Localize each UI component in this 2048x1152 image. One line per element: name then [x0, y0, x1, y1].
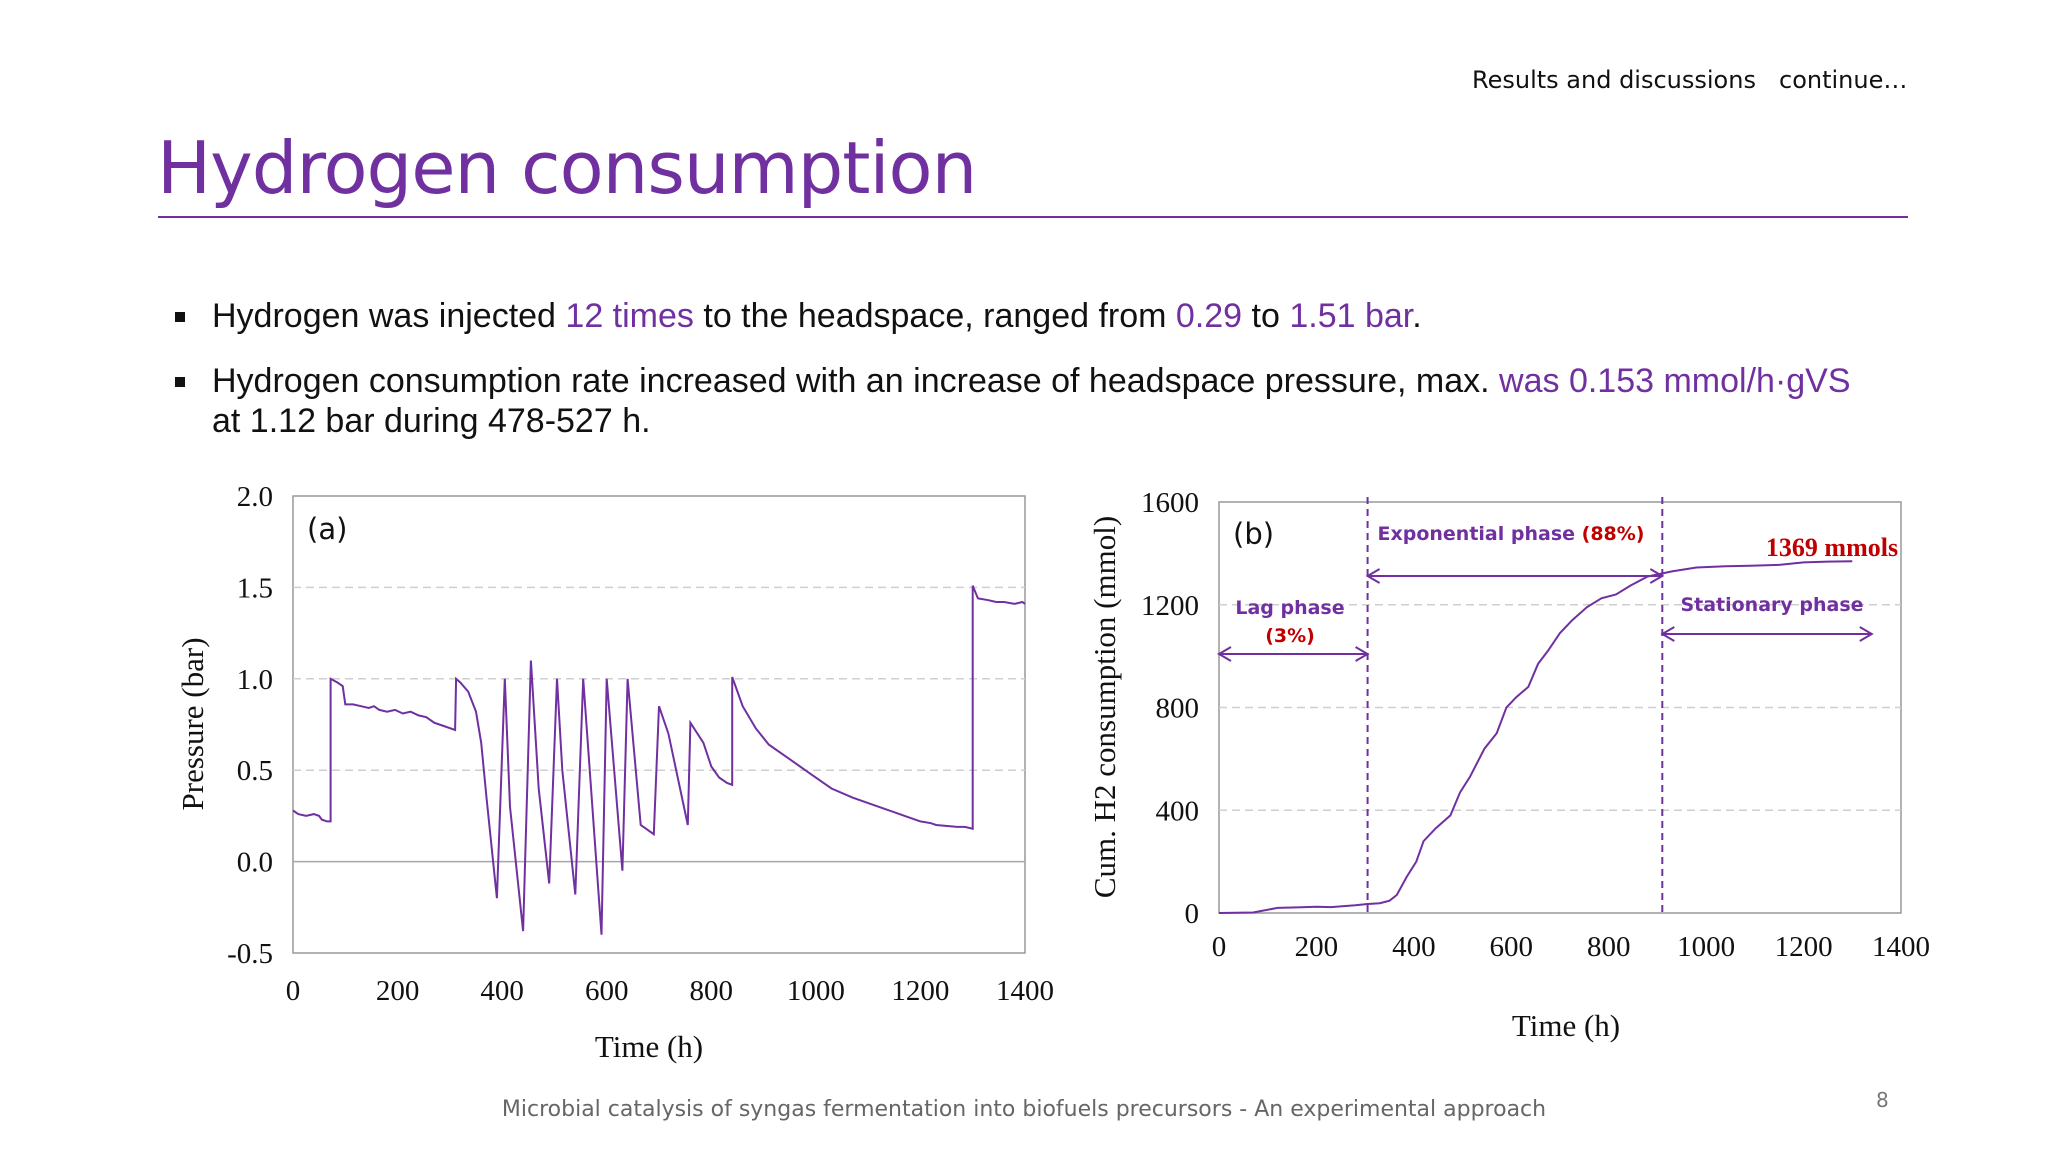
bullet-highlight: 12 times	[565, 297, 694, 335]
y-tick-label: 400	[1156, 795, 1200, 827]
cumulative-h2-chart: 0 400 800 1200 1600 0 200 400 600 800 1000 1200 140…	[1087, 487, 1930, 1043]
pressure-series-line	[292, 585, 1026, 935]
grid-lines	[1219, 604, 1901, 811]
bullet-text: to the headspace, ranged from	[693, 297, 1176, 335]
page-title: Hydrogen consumption	[157, 126, 977, 210]
stationary-phase-arrow	[1660, 626, 1874, 642]
bullet-text: to	[1242, 297, 1290, 335]
stationary-phase-label: Stationary phase	[1680, 594, 1863, 616]
grid-lines	[293, 586, 1025, 863]
square-bullet-icon	[175, 377, 185, 387]
x-tick-label: 800	[690, 975, 734, 1007]
final-value-label: 1369 mmols	[1766, 533, 1898, 562]
bullet-list: Hydrogen was injected 12 times to the he…	[175, 296, 1855, 466]
x-tick-label: 0	[1212, 931, 1227, 963]
x-tick-label: 400	[1392, 931, 1436, 963]
title-rule	[158, 216, 1908, 218]
y-tick-label: 800	[1156, 693, 1200, 725]
x-tick-label: 1000	[1677, 931, 1735, 963]
x-tick-label: 1400	[996, 975, 1054, 1007]
bullet-highlight: 0.29	[1175, 297, 1243, 335]
pressure-chart: -0.5 0.0 0.5 1.0 1.5 2.0 0 200 400 600 800 1000 120…	[175, 481, 1054, 1064]
y-tick-label: 0.5	[237, 755, 273, 787]
y-tick-label: 2.0	[237, 481, 273, 513]
y-tick-label: 1600	[1141, 487, 1199, 519]
x-axis-title: Time (h)	[1512, 1008, 1620, 1043]
y-tick-label: -0.5	[227, 938, 273, 970]
x-tick-label: 1400	[1872, 931, 1930, 963]
x-tick-label: 600	[1490, 931, 1534, 963]
x-tick-label: 0	[286, 975, 301, 1007]
footer-text: Microbial catalysis of syngas fermentati…	[501, 1097, 1547, 1122]
x-tick-label: 600	[585, 975, 629, 1007]
x-tick-labels: 0 200 400 600 800 1000 1200 1400	[286, 975, 1054, 1007]
bullet-text: Hydrogen consumption rate increased with…	[212, 362, 1500, 400]
x-tick-labels: 0 200 400 600 800 1000 1200 1400	[1212, 931, 1930, 963]
exponential-phase-arrow	[1365, 568, 1665, 584]
lag-phase-label: Lag phase	[1235, 597, 1344, 619]
x-tick-label: 800	[1587, 931, 1631, 963]
bullet-highlight: was 0.153 mmol/h·gVS	[1499, 362, 1851, 400]
y-tick-label: 0	[1185, 898, 1200, 930]
panel-label-b: (b)	[1233, 517, 1274, 551]
panel-label-a: (a)	[307, 512, 347, 546]
page-number: 8	[1876, 1088, 1889, 1112]
y-axis-title: Cum. H2 consumption (mmol)	[1087, 516, 1122, 898]
x-tick-label: 200	[1295, 931, 1339, 963]
x-axis-title: Time (h)	[595, 1029, 703, 1064]
bullet-item: Hydrogen was injected 12 times to the he…	[175, 296, 1855, 336]
y-tick-labels: 0 400 800 1200 1600	[1141, 487, 1199, 930]
bullet-highlight: 1.51 bar	[1289, 297, 1413, 335]
exponential-phase-label: Exponential phase (88%)	[1378, 523, 1645, 545]
square-bullet-icon	[175, 312, 185, 322]
lag-phase-arrow	[1217, 646, 1370, 662]
continue-label: continue…	[1779, 66, 1908, 94]
y-tick-label: 1.0	[237, 664, 273, 696]
bullet-text: Hydrogen was injected	[212, 297, 566, 335]
x-tick-label: 400	[480, 975, 523, 1007]
bullet-text: .	[1412, 297, 1422, 335]
x-tick-label: 1200	[1775, 931, 1833, 963]
y-tick-label: 1200	[1141, 590, 1199, 622]
bullet-text: at 1.12 bar during 478-527 h.	[212, 402, 651, 440]
y-tick-labels: -0.5 0.0 0.5 1.0 1.5 2.0	[227, 481, 273, 970]
x-tick-label: 1000	[787, 975, 845, 1007]
cumulative-h2-series-line	[1218, 560, 1853, 914]
phase-arrows	[1217, 568, 1874, 662]
y-axis-title: Pressure (bar)	[175, 637, 210, 810]
y-tick-label: 0.0	[237, 847, 273, 879]
section-label: Results and discussions	[1472, 66, 1756, 94]
y-tick-label: 1.5	[237, 572, 273, 604]
bullet-item: Hydrogen consumption rate increased with…	[175, 361, 1855, 441]
x-tick-label: 1200	[891, 975, 949, 1007]
lag-phase-percent: (3%)	[1265, 625, 1315, 647]
x-tick-label: 200	[376, 975, 420, 1007]
